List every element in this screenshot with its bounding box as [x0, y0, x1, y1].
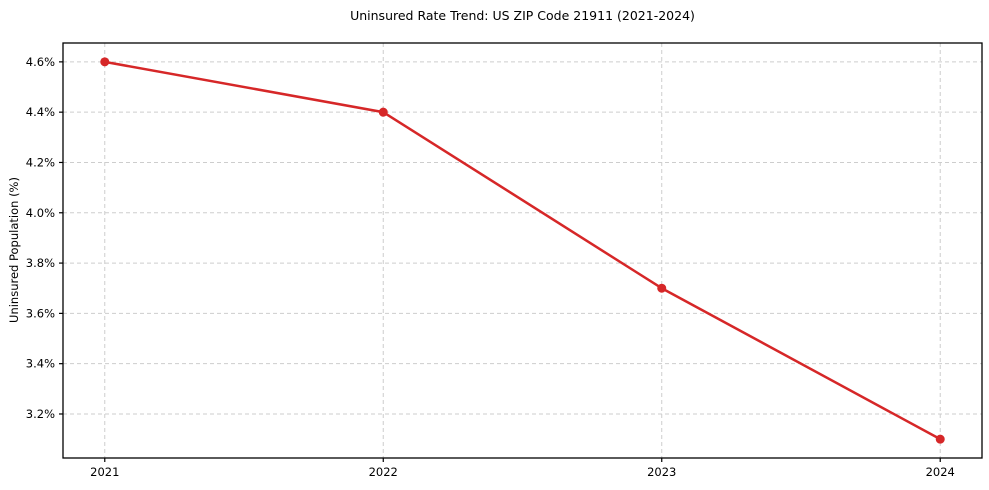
- x-tick-label: 2021: [90, 465, 119, 479]
- data-point: [100, 57, 110, 67]
- plot-border: [62, 42, 983, 459]
- x-tick-label: 2022: [369, 465, 398, 479]
- y-tick-label: 3.6%: [26, 306, 55, 320]
- data-point: [935, 434, 945, 444]
- data-point: [657, 283, 667, 293]
- y-tick-label: 3.2%: [26, 407, 55, 421]
- x-tick-label: 2023: [647, 465, 676, 479]
- trend-line: [103, 60, 942, 441]
- y-tick-label: 3.4%: [26, 357, 55, 371]
- y-tick-label: 4.4%: [26, 105, 55, 119]
- y-tick-label: 4.6%: [26, 55, 55, 69]
- data-point: [378, 107, 388, 117]
- y-tick-label: 3.8%: [26, 256, 55, 270]
- x-tick-label: 2024: [926, 465, 955, 479]
- y-tick-label: 4.2%: [26, 155, 55, 169]
- chart-title: Uninsured Rate Trend: US ZIP Code 21911 …: [350, 8, 695, 23]
- y-tick-label: 4.0%: [26, 206, 55, 220]
